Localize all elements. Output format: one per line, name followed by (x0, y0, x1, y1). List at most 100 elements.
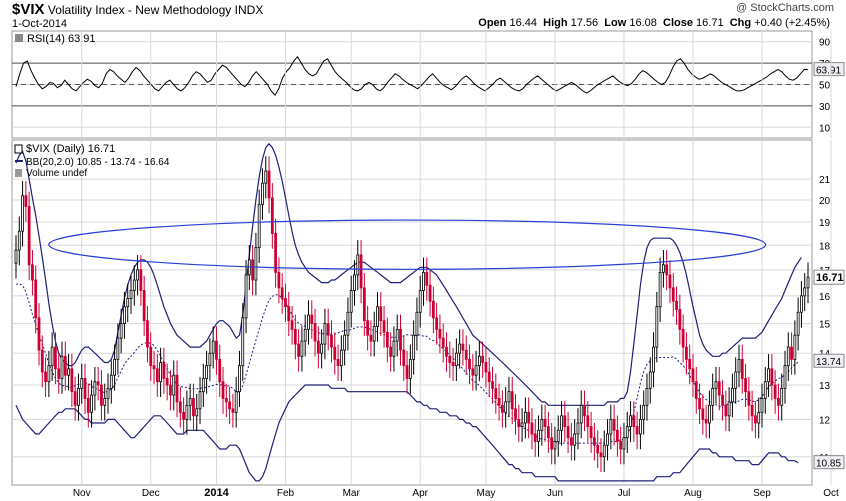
candle[interactable] (418, 275, 422, 328)
candle[interactable] (37, 303, 41, 366)
candle[interactable] (665, 250, 669, 291)
candle[interactable] (359, 240, 363, 304)
candle[interactable] (280, 273, 284, 314)
candle[interactable] (353, 260, 356, 306)
candle[interactable] (60, 341, 64, 394)
candle[interactable] (589, 411, 593, 453)
candle[interactable] (658, 257, 662, 323)
candle[interactable] (323, 308, 327, 360)
candle[interactable] (402, 335, 406, 381)
candle[interactable] (734, 357, 738, 404)
candle[interactable] (754, 401, 757, 439)
candle[interactable] (129, 275, 133, 314)
candle[interactable] (431, 286, 435, 334)
candle[interactable] (701, 394, 705, 435)
candle[interactable] (708, 390, 711, 439)
candle[interactable] (109, 360, 113, 404)
candle[interactable] (681, 314, 685, 363)
candle[interactable] (182, 397, 185, 435)
candle[interactable] (744, 363, 747, 407)
candle[interactable] (178, 387, 182, 428)
candle[interactable] (668, 260, 672, 304)
candle[interactable] (714, 366, 718, 404)
candle[interactable] (425, 257, 429, 301)
candle[interactable] (67, 354, 70, 391)
candle[interactable] (642, 390, 646, 435)
candle[interactable] (494, 373, 498, 414)
candle[interactable] (550, 422, 554, 465)
candle[interactable] (93, 366, 97, 411)
candle[interactable] (290, 305, 294, 345)
candle[interactable] (806, 262, 810, 304)
candle[interactable] (241, 303, 245, 381)
candle[interactable] (172, 360, 176, 411)
candle[interactable] (103, 383, 107, 421)
candle[interactable] (382, 305, 386, 348)
candle[interactable] (116, 323, 120, 375)
candle[interactable] (405, 350, 409, 394)
candle[interactable] (70, 354, 74, 407)
candle[interactable] (698, 383, 701, 425)
candle[interactable] (86, 383, 90, 428)
candle[interactable] (339, 335, 343, 381)
candle[interactable] (790, 332, 793, 375)
candle[interactable] (336, 344, 340, 381)
candle[interactable] (507, 376, 511, 418)
candle[interactable] (767, 354, 770, 398)
candle[interactable] (44, 357, 47, 398)
candle[interactable] (770, 354, 774, 401)
candle[interactable] (159, 347, 162, 398)
candle[interactable] (307, 300, 310, 345)
candle[interactable] (721, 380, 724, 421)
candle[interactable] (596, 430, 600, 469)
candle[interactable] (477, 341, 481, 381)
candle[interactable] (34, 265, 38, 334)
candle[interactable] (270, 183, 274, 249)
candle[interactable] (622, 422, 626, 465)
candle[interactable] (527, 397, 531, 439)
candle[interactable] (599, 438, 603, 473)
candle[interactable] (422, 257, 425, 306)
candle[interactable] (780, 373, 784, 421)
candle[interactable] (517, 404, 521, 442)
candle[interactable] (474, 350, 478, 391)
candle[interactable] (54, 332, 57, 385)
candle[interactable] (412, 320, 416, 375)
candle[interactable] (629, 401, 632, 442)
candle[interactable] (50, 332, 54, 381)
candle[interactable] (645, 373, 649, 421)
candle[interactable] (267, 156, 271, 214)
candle[interactable] (188, 383, 192, 421)
candle[interactable] (165, 363, 169, 401)
candle[interactable] (366, 305, 370, 351)
candle[interactable] (231, 394, 235, 428)
candle[interactable] (293, 314, 297, 360)
candle[interactable] (711, 373, 715, 421)
candle[interactable] (487, 357, 491, 398)
candle[interactable] (251, 245, 255, 296)
candle[interactable] (675, 286, 678, 325)
candle[interactable] (244, 260, 248, 334)
candle[interactable] (142, 275, 146, 337)
candle[interactable] (461, 329, 465, 366)
candle[interactable] (73, 376, 77, 421)
candle[interactable] (560, 401, 563, 446)
candle[interactable] (586, 401, 590, 442)
candle[interactable] (149, 332, 153, 381)
candle[interactable] (520, 408, 524, 442)
candle[interactable] (655, 291, 659, 363)
candle[interactable] (563, 401, 567, 442)
candle[interactable] (579, 390, 583, 439)
candle[interactable] (523, 397, 527, 439)
candle[interactable] (678, 294, 682, 345)
candle[interactable] (221, 366, 225, 414)
candle[interactable] (717, 366, 721, 411)
candle[interactable] (264, 156, 268, 199)
candle[interactable] (224, 383, 228, 418)
candle[interactable] (408, 344, 412, 394)
candle[interactable] (760, 383, 764, 428)
candle[interactable] (27, 191, 31, 281)
candle[interactable] (123, 291, 126, 339)
